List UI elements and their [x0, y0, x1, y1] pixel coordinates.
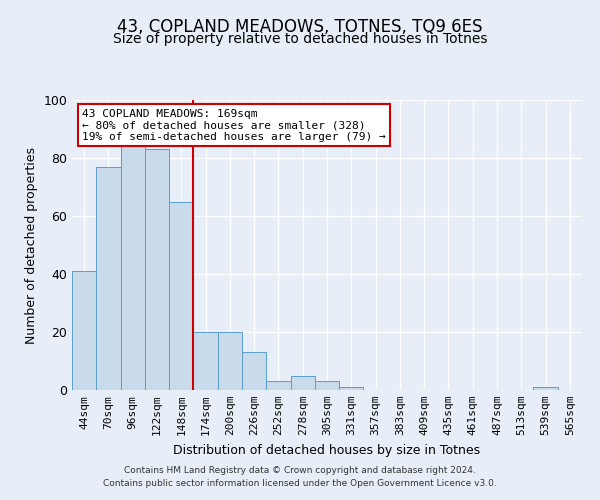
- Bar: [242, 352, 266, 390]
- Text: 43, COPLAND MEADOWS, TOTNES, TQ9 6ES: 43, COPLAND MEADOWS, TOTNES, TQ9 6ES: [117, 18, 483, 36]
- Y-axis label: Number of detached properties: Number of detached properties: [25, 146, 38, 344]
- Bar: [290, 376, 315, 390]
- Bar: [315, 382, 339, 390]
- Text: Contains HM Land Registry data © Crown copyright and database right 2024.
Contai: Contains HM Land Registry data © Crown c…: [103, 466, 497, 487]
- Bar: [169, 202, 193, 390]
- Bar: [339, 387, 364, 390]
- Bar: [218, 332, 242, 390]
- Bar: [121, 146, 145, 390]
- Bar: [533, 387, 558, 390]
- Bar: [72, 271, 96, 390]
- Bar: [193, 332, 218, 390]
- Text: Size of property relative to detached houses in Totnes: Size of property relative to detached ho…: [113, 32, 487, 46]
- Bar: [266, 382, 290, 390]
- Bar: [145, 150, 169, 390]
- Bar: [96, 166, 121, 390]
- X-axis label: Distribution of detached houses by size in Totnes: Distribution of detached houses by size …: [173, 444, 481, 456]
- Text: 43 COPLAND MEADOWS: 169sqm
← 80% of detached houses are smaller (328)
19% of sem: 43 COPLAND MEADOWS: 169sqm ← 80% of deta…: [82, 108, 386, 142]
